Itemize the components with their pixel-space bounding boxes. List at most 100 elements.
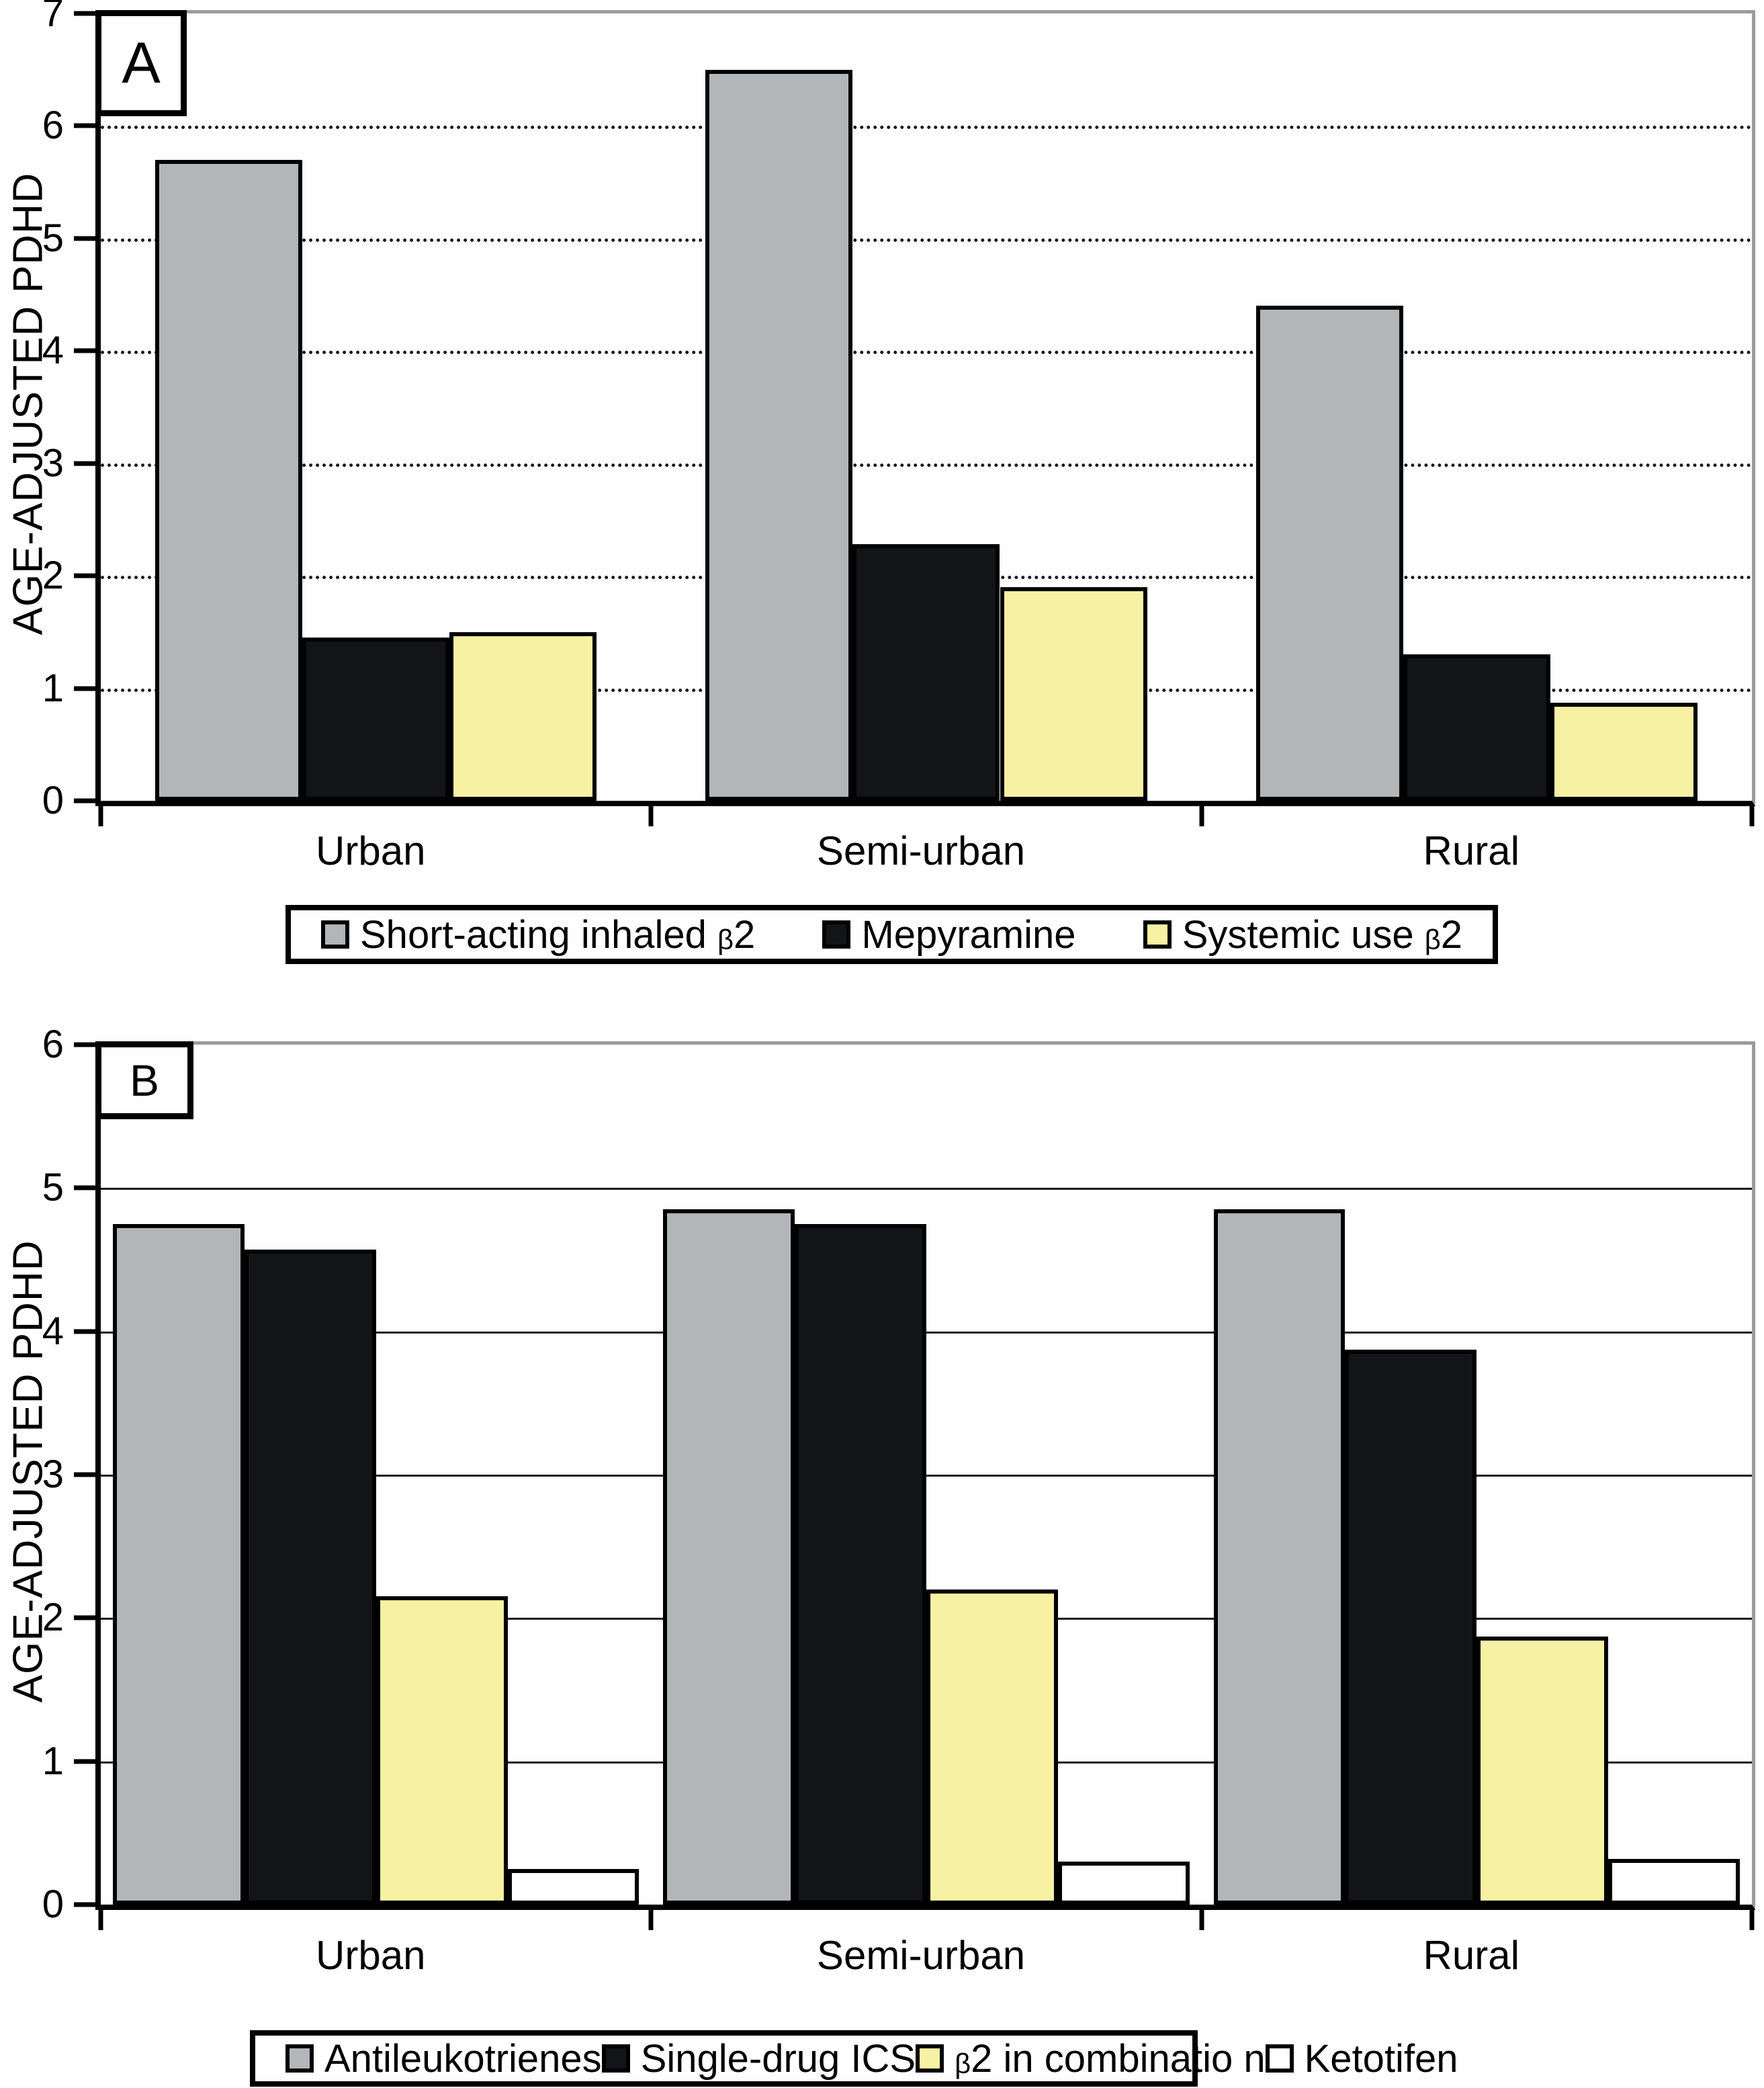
legend-item-single-drug-ics: Single-drug ICS <box>601 2036 916 2081</box>
y-axis-tick-label-0: 0 <box>42 1882 64 1926</box>
y-axis-tick-0 <box>74 1902 95 1907</box>
panel-b-category-semi-urban: Semi-urban <box>816 1933 1026 1978</box>
y-axis-tick-3 <box>74 461 95 466</box>
gridline-y-3 <box>101 1475 1752 1477</box>
panel-b-legend: Antileukotrienes Single-drug ICS β2 in c… <box>250 2030 1458 2087</box>
y-axis-tick-2 <box>74 1615 95 1620</box>
black-swatch-icon <box>822 920 851 949</box>
legend-label: Short-acting inhaled β2 <box>360 912 756 957</box>
panel-b-plot-area: B 0 1 2 3 4 5 6 <box>42 1025 1755 1930</box>
bar-rural-series-3 <box>1608 1858 1740 1905</box>
y-axis-tick-label-6: 6 <box>42 1023 64 1066</box>
y-axis-tick-label-5: 5 <box>42 1166 64 1210</box>
bar-urban-series-1 <box>302 638 450 801</box>
panel-b-category-rural: Rural <box>1423 1933 1519 1978</box>
legend-item-b2-in-combination: β2 in combinatio n <box>916 2036 1266 2081</box>
panel-a-category-rural: Rural <box>1423 828 1519 873</box>
legend-label: Antileukotrienes <box>324 2036 602 2081</box>
legend-label: Ketotifen <box>1304 2036 1458 2081</box>
legend-label: Single-drug ICS <box>640 2036 916 2081</box>
legend-item-antileukotrienes: Antileukotrienes <box>285 2036 602 2081</box>
y-axis-tick-6 <box>74 1042 95 1047</box>
bar-rural-series-1 <box>1345 1350 1477 1905</box>
x-axis-tick-3 <box>1749 1910 1755 1930</box>
y-axis-tick-6 <box>74 123 95 128</box>
legend-label: Systemic use β2 <box>1182 912 1462 957</box>
yellow-swatch-icon <box>1143 920 1172 949</box>
bar-semi-urban-series-0 <box>705 69 853 801</box>
bar-rural-series-2 <box>1476 1637 1609 1905</box>
panel-a-category-urban: Urban <box>316 828 426 873</box>
bar-rural-series-0 <box>1213 1209 1346 1905</box>
bar-semi-urban-series-1 <box>795 1223 926 1905</box>
legend-item-short-acting-inhaled-b2: Short-acting inhaled β2 <box>321 912 755 957</box>
panel-a-letter: A <box>122 30 161 95</box>
y-axis-tick-4 <box>74 348 95 353</box>
x-axis-tick-0 <box>98 1910 103 1930</box>
y-axis-tick-label-3: 3 <box>42 441 64 485</box>
panel-b-letter: B <box>129 1055 160 1105</box>
bar-urban-series-3 <box>507 1868 640 1905</box>
bar-rural-series-2 <box>1550 703 1697 801</box>
y-axis-tick-label-2: 2 <box>42 554 64 598</box>
y-axis-tick-label-1: 1 <box>42 1739 64 1783</box>
bar-urban-series-1 <box>244 1250 376 1905</box>
x-axis-tick-2 <box>1199 1910 1204 1930</box>
y-axis-tick-2 <box>74 573 95 578</box>
bar-semi-urban-series-0 <box>663 1209 795 1905</box>
x-axis-tick-1 <box>648 806 654 826</box>
gridline-y-6 <box>101 126 1752 130</box>
bar-urban-series-0 <box>112 1223 245 1905</box>
yellow-swatch-icon <box>916 2044 944 2073</box>
white-swatch-icon <box>1265 2044 1294 2073</box>
panel-a-category-axis: Urban Semi-urban Rural <box>95 828 1747 881</box>
y-axis-tick-label-0: 0 <box>42 779 64 822</box>
bar-semi-urban-series-2 <box>926 1589 1058 1905</box>
bar-urban-series-2 <box>449 632 597 801</box>
x-axis-tick-2 <box>1199 806 1204 826</box>
y-axis-tick-3 <box>74 1472 95 1477</box>
y-axis-tick-label-4: 4 <box>42 1309 64 1353</box>
x-axis-tick-3 <box>1749 806 1755 826</box>
y-axis-tick-label-5: 5 <box>42 216 64 260</box>
panel-b-category-urban: Urban <box>316 1933 426 1978</box>
y-axis-tick-label-4: 4 <box>42 329 64 373</box>
y-axis-tick-5 <box>74 1185 95 1190</box>
y-axis-tick-label-6: 6 <box>42 103 64 148</box>
panel-a-legend: Short-acting inhaled β2 Mepyramine Syste… <box>285 905 1498 964</box>
gridline-y-5 <box>101 1188 1752 1190</box>
bar-semi-urban-series-1 <box>852 544 1000 801</box>
y-axis-tick-label-7: 7 <box>42 0 64 35</box>
y-axis-tick-0 <box>74 798 95 803</box>
panel-a-plot-area: A 0 1 2 3 4 5 6 7 <box>42 0 1755 826</box>
bar-rural-series-1 <box>1403 654 1550 801</box>
y-axis-tick-7 <box>74 11 95 16</box>
y-axis-tick-label-2: 2 <box>42 1596 64 1640</box>
legend-item-ketotifen: Ketotifen <box>1265 2036 1458 2081</box>
x-axis-tick-1 <box>648 1910 654 1930</box>
y-axis-tick-5 <box>74 236 95 241</box>
bar-urban-series-2 <box>376 1596 508 1905</box>
y-axis-tick-label-3: 3 <box>42 1452 64 1496</box>
x-axis-tick-0 <box>98 806 103 826</box>
gridline-y-4 <box>101 351 1752 355</box>
bar-semi-urban-series-2 <box>1000 586 1147 801</box>
y-axis-tick-1 <box>74 1759 95 1764</box>
bar-rural-series-0 <box>1255 306 1403 801</box>
panel-b-label-box: B <box>95 1041 193 1119</box>
panel-b-category-axis: Urban Semi-urban Rural <box>95 1932 1747 1986</box>
y-axis-tick-4 <box>74 1329 95 1334</box>
bar-urban-series-0 <box>155 159 303 801</box>
legend-label: Mepyramine <box>861 912 1076 957</box>
legend-label: β2 in combinatio n <box>955 2036 1266 2081</box>
gridline-y-4 <box>101 1331 1752 1334</box>
gridline-y-3 <box>101 463 1752 467</box>
legend-item-mepyramine: Mepyramine <box>822 912 1076 957</box>
black-swatch-icon <box>601 2044 630 2073</box>
gridline-y-5 <box>101 238 1752 242</box>
legend-item-systemic-use-b2: Systemic use β2 <box>1143 912 1462 957</box>
y-axis-tick-1 <box>74 686 95 691</box>
y-axis-tick-label-1: 1 <box>42 666 64 710</box>
panel-a-category-semi-urban: Semi-urban <box>816 828 1026 873</box>
